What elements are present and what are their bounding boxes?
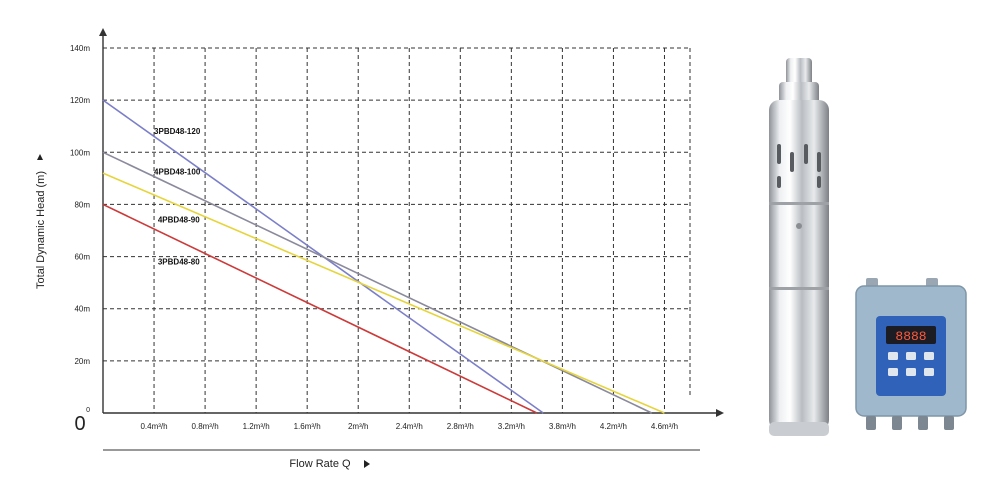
- series-line-4PBD48-100: [102, 151, 653, 414]
- series-label: 4PBD48-90: [158, 216, 200, 225]
- series-label: 3PBD48-120: [154, 127, 201, 136]
- y-tick-label: 20m: [74, 357, 90, 366]
- x-tick-label: 2m³/h: [348, 422, 368, 431]
- y-axis-title: Total Dynamic Head (m): [35, 171, 47, 289]
- x-tick-label: 3.2m³/h: [498, 422, 525, 431]
- x-tick-label: 1.6m³/h: [294, 422, 321, 431]
- x-tick-label: 2.4m³/h: [396, 422, 423, 431]
- x-title-arrow-icon: [364, 460, 370, 468]
- series-line-4PBD48-90: [102, 172, 665, 414]
- x-tick-label: 0.4m³/h: [140, 422, 167, 431]
- controller-display: 8888: [895, 329, 926, 344]
- y-title-arrow-icon: [37, 154, 43, 160]
- chart-svg: 0.4m³/h 0.8m³/h 1.2m³/h 1.6m³/h 2m³/h 2.4m³/h…: [35, 28, 724, 470]
- x-tick-label: 4.6m³/h: [651, 422, 678, 431]
- series-label: 4PBD48-100: [154, 167, 201, 176]
- x-tick-label: 3.8m³/h: [549, 422, 576, 431]
- series-line-3PBD48-80: [102, 203, 538, 414]
- x-axis-arrow: [716, 409, 724, 417]
- x-tick-label: 4.2m³/h: [600, 422, 627, 431]
- x-tick-label: 2.8m³/h: [447, 422, 474, 431]
- y-tick-label: 40m: [74, 305, 90, 314]
- y-tick-label: 80m: [74, 200, 90, 209]
- y-tick-label: 140m: [70, 44, 90, 53]
- series-label: 3PBD48-80: [158, 257, 200, 266]
- x-tick-label: 1.2m³/h: [243, 422, 270, 431]
- y-tick-label: 0: [86, 407, 90, 414]
- pump-curve-chart: 0.4m³/h 0.8m³/h 1.2m³/h 1.6m³/h 2m³/h 2.4m³/h…: [35, 28, 724, 470]
- y-tick-label: 100m: [70, 148, 90, 157]
- submersible-pump-icon: [769, 58, 829, 436]
- x-axis-title: Flow Rate Q: [289, 458, 351, 470]
- y-tick-label: 60m: [74, 253, 90, 262]
- solar-controller-icon: 8888: [855, 278, 967, 430]
- origin-label: 0: [74, 413, 85, 435]
- y-tick-label: 120m: [70, 96, 90, 105]
- x-tick-label: 0.8m³/h: [192, 422, 219, 431]
- y-axis-arrow: [99, 28, 107, 36]
